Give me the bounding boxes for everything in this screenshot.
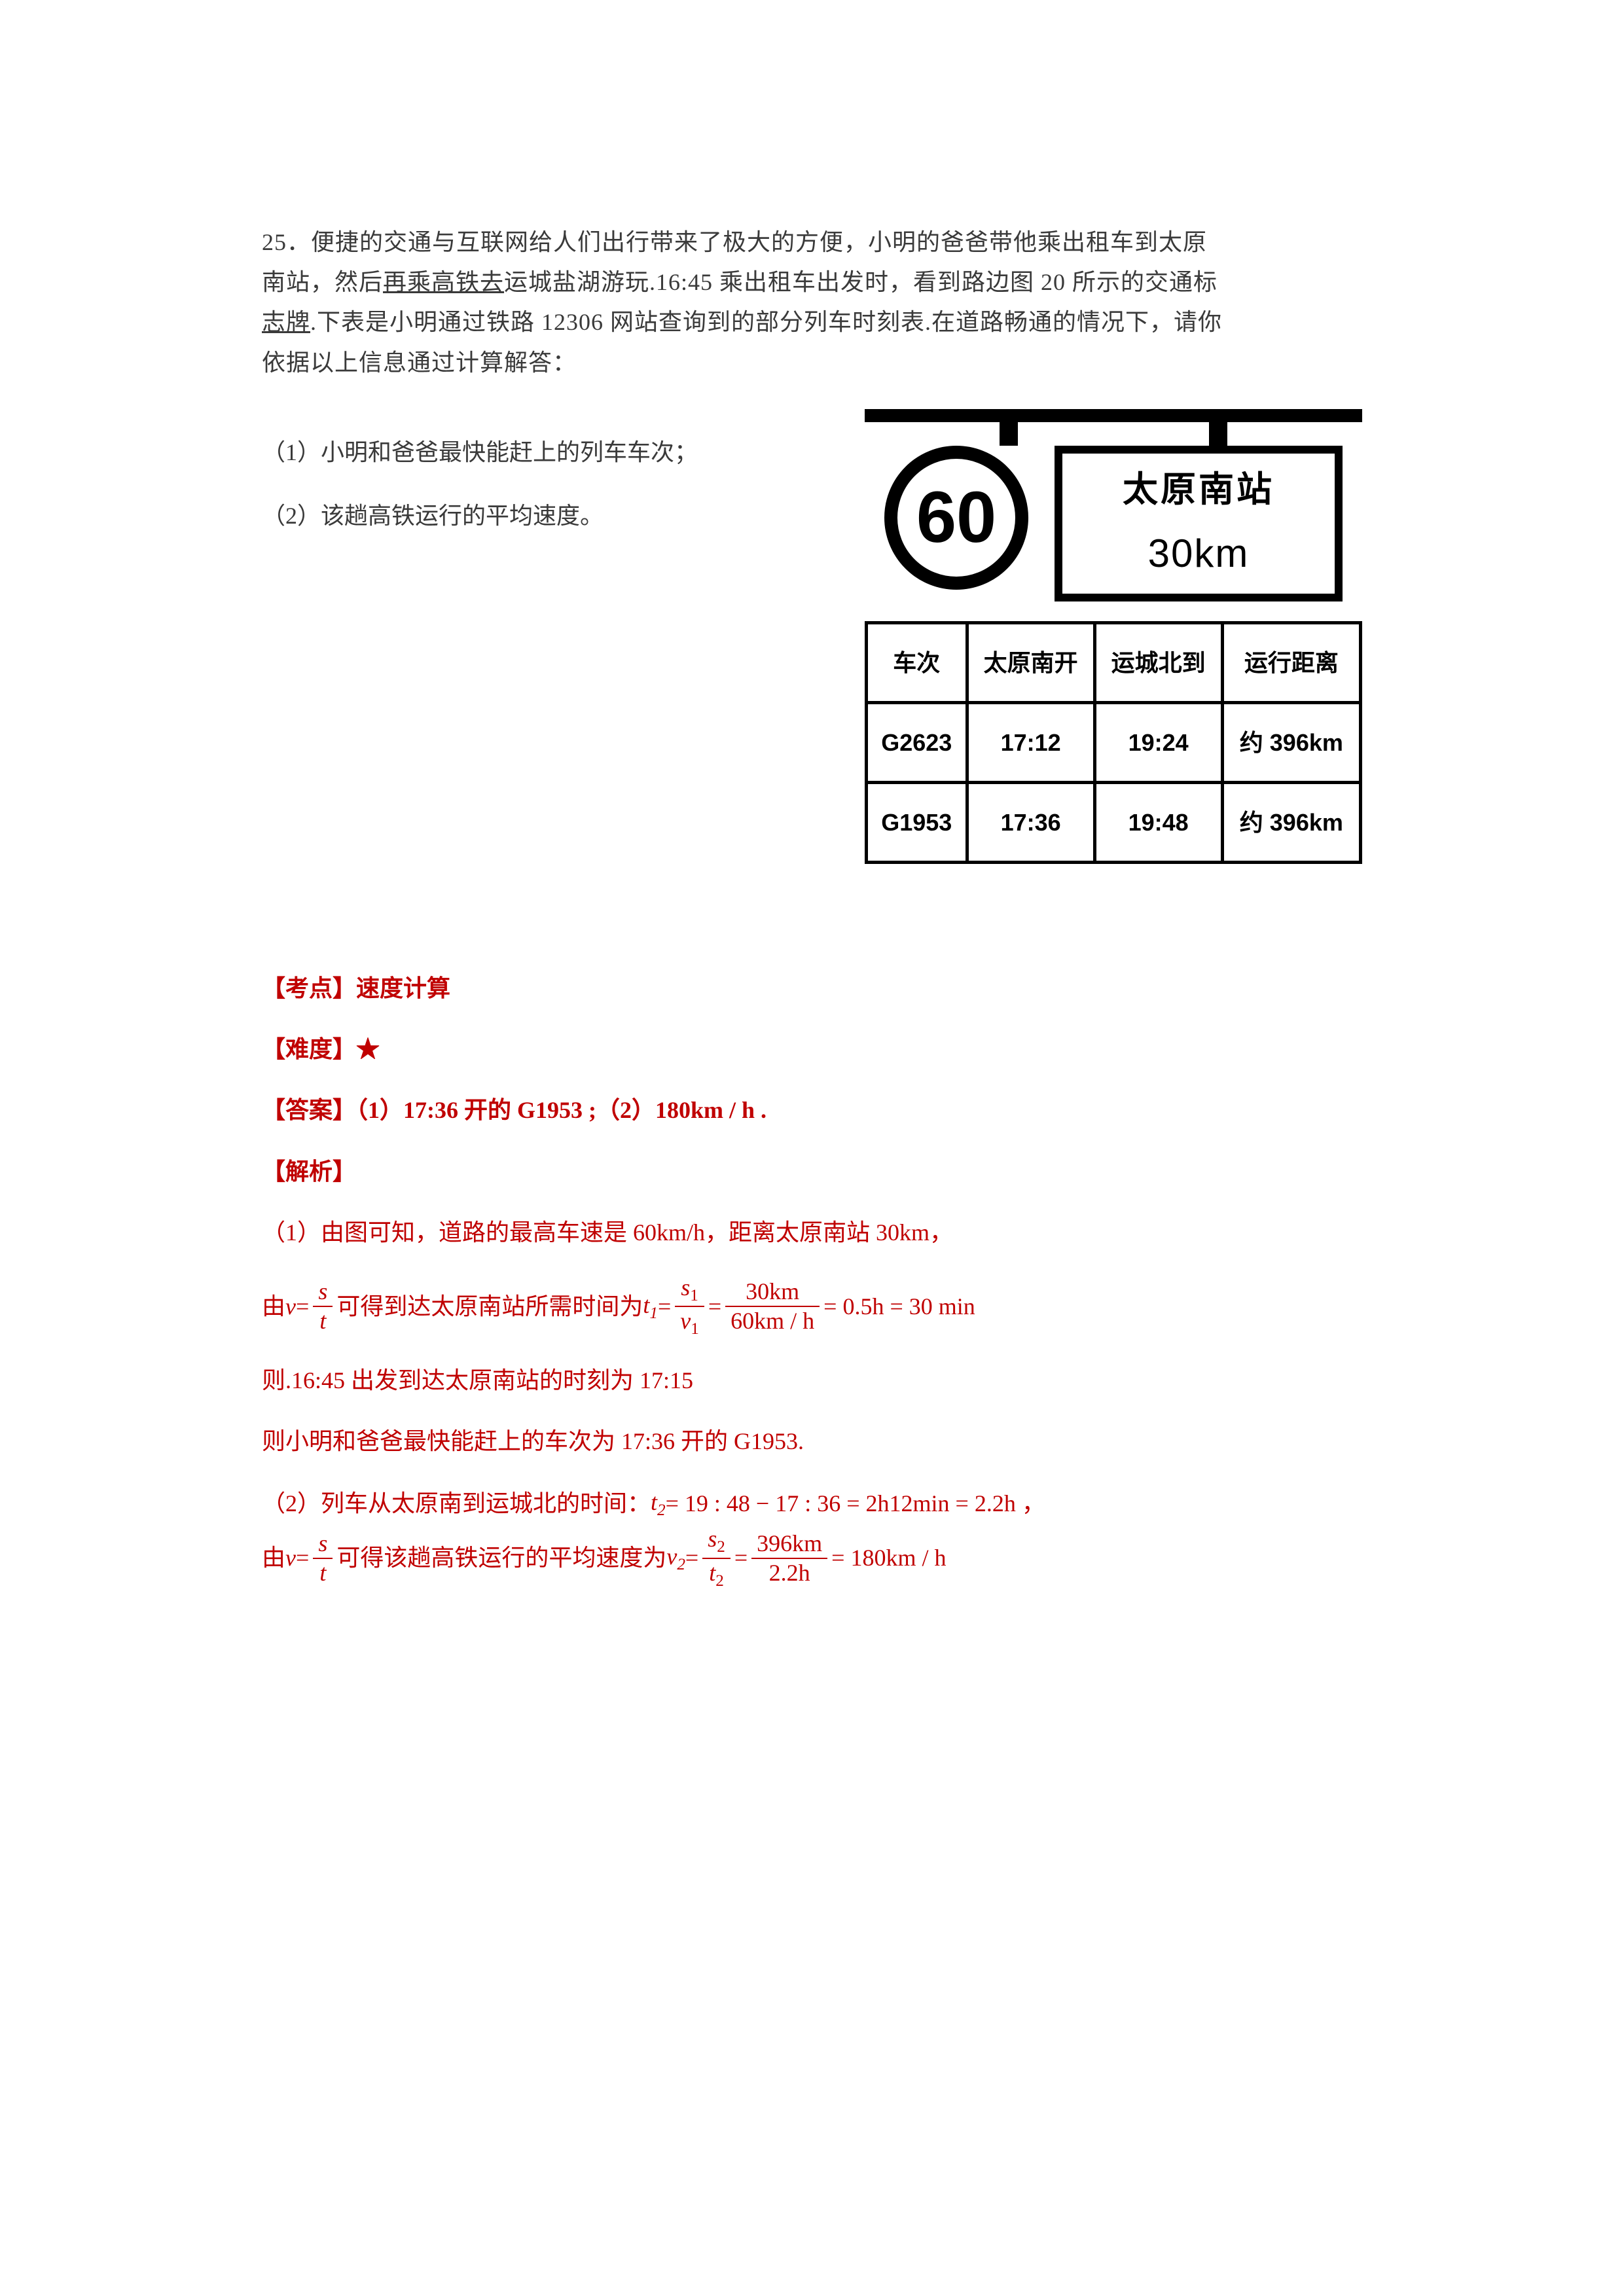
difficulty-line: 【难度】★ bbox=[262, 1030, 1362, 1069]
subquestion-1: （1）小明和爸爸最快能赶上的列车车次； bbox=[262, 433, 825, 473]
eq-sign: = bbox=[734, 1538, 748, 1578]
signs-row: 60 太原南站 30km bbox=[865, 446, 1362, 601]
table-header: 太原南开 bbox=[967, 622, 1094, 702]
table-cell: G2623 bbox=[867, 702, 967, 782]
table-row: G2623 17:12 19:24 约 396km bbox=[867, 702, 1361, 782]
frac-s-over-t: s t bbox=[313, 1530, 333, 1587]
frac-s-over-t: s t bbox=[313, 1278, 333, 1335]
answer-label: 【答案】 bbox=[262, 1097, 356, 1123]
frac-den: v1 bbox=[675, 1307, 704, 1339]
frac-num: 396km bbox=[751, 1530, 827, 1559]
question-block: 25．便捷的交通与互联网给人们出行带来了极大的方便，小明的爸爸带他乘出租车到太原… bbox=[262, 223, 1362, 383]
subquestions: （1）小明和爸爸最快能赶上的列车车次； （2）该趟高铁运行的平均速度。 bbox=[262, 409, 825, 864]
table-cell: 17:36 bbox=[967, 782, 1094, 862]
difficulty-label: 【难度】 bbox=[262, 1036, 356, 1062]
p2-mid: 可得到达太原南站所需时间为 bbox=[336, 1287, 643, 1327]
table-cell: 约 396km bbox=[1222, 782, 1360, 862]
difficulty-star: ★ bbox=[356, 1036, 380, 1062]
frac-den: t bbox=[313, 1559, 333, 1587]
question-line1: 便捷的交通与互联网给人们出行带来了极大的方便，小明的爸爸带他乘出租车到太原 bbox=[311, 229, 1207, 255]
topic-label: 【考点】 bbox=[262, 975, 356, 1001]
frac-num: s bbox=[313, 1278, 333, 1307]
frac-num: 30km bbox=[725, 1278, 820, 1307]
frac-den: 60km / h bbox=[725, 1307, 820, 1335]
frac-num: s bbox=[313, 1530, 333, 1559]
var-v: v bbox=[285, 1287, 296, 1327]
eq-sign: = bbox=[296, 1287, 309, 1327]
question-line3-pre: 志牌 bbox=[262, 309, 310, 335]
question-line2-pre: 南站，然后 bbox=[262, 269, 383, 295]
frac-30-over-60: 30km 60km / h bbox=[725, 1278, 820, 1335]
question-line3-post: .下表是小明通过铁路 12306 网站查询到的部分列车时刻表.在道路畅通的情况下… bbox=[310, 309, 1222, 335]
table-cell: 19:24 bbox=[1094, 702, 1222, 782]
table-cell: 19:48 bbox=[1094, 782, 1222, 862]
explain-p1: （1）由图可知，道路的最高车速是 60km/h，距离太原南站 30km， bbox=[262, 1213, 1362, 1253]
explain-p6: 由 v = s t 可得该趟高铁运行的平均速度为 v2 = s2 t2 = 39… bbox=[262, 1525, 1362, 1591]
p6-tail: = 180km / h bbox=[831, 1538, 946, 1578]
speed-limit-value: 60 bbox=[916, 456, 996, 579]
p2-tail: = 0.5h = 30 min bbox=[823, 1287, 975, 1327]
frac-396-over-2.2: 396km 2.2h bbox=[751, 1530, 827, 1587]
eq-sign: = bbox=[685, 1538, 698, 1578]
sign-bar bbox=[865, 409, 1362, 422]
explain-p5: （2）列车从太原南到运城北的时间： t2 = 19 : 48 − 17 : 36… bbox=[262, 1482, 1362, 1525]
answer-text: （1）17:36 开的 G1953 ;（2）180km / h . bbox=[356, 1097, 767, 1123]
question-line4: 依据以上信息通过计算解答： bbox=[262, 350, 577, 376]
var-v2: v2 bbox=[666, 1537, 685, 1579]
answer-line: 【答案】（1）17:36 开的 G1953 ;（2）180km / h . bbox=[262, 1090, 1362, 1130]
frac-den: t2 bbox=[702, 1559, 731, 1591]
destination-name: 太原南站 bbox=[1123, 460, 1274, 520]
p5-eq: = 19 : 48 − 17 : 36 = 2h12min = 2.2h ， bbox=[666, 1484, 1045, 1524]
destination-sign: 太原南站 30km bbox=[1055, 446, 1343, 601]
destination-distance: 30km bbox=[1148, 520, 1250, 587]
top-columns: （1）小明和爸爸最快能赶上的列车车次； （2）该趟高铁运行的平均速度。 60 太… bbox=[262, 409, 1362, 864]
topic-line: 【考点】速度计算 bbox=[262, 969, 1362, 1009]
explain-p3: 则.16:45 出发到达太原南站的时刻为 17:15 bbox=[262, 1361, 1362, 1401]
table-cell: 约 396km bbox=[1222, 702, 1360, 782]
table-header-row: 车次 太原南开 运城北到 运行距离 bbox=[867, 622, 1361, 702]
frac-num: s2 bbox=[702, 1525, 731, 1558]
table-cell: G1953 bbox=[867, 782, 967, 862]
table-header: 运城北到 bbox=[1094, 622, 1222, 702]
explain-p2: 由 v = s t 可得到达太原南站所需时间为 t1 = s1 v1 = 30k… bbox=[262, 1274, 1362, 1340]
var-t2: t2 bbox=[651, 1482, 666, 1525]
frac-den: t bbox=[313, 1307, 333, 1335]
page: 25．便捷的交通与互联网给人们出行带来了极大的方便，小明的爸爸带他乘出租车到太原… bbox=[0, 0, 1624, 2296]
topic-text: 速度计算 bbox=[356, 975, 450, 1001]
frac-s2-over-t2: s2 t2 bbox=[702, 1525, 731, 1591]
table-header: 车次 bbox=[867, 622, 967, 702]
explain-p4: 则小明和爸爸最快能赶上的车次为 17:36 开的 G1953. bbox=[262, 1422, 1362, 1462]
frac-s1-over-v1: s1 v1 bbox=[675, 1274, 704, 1340]
sign-hangers bbox=[865, 422, 1362, 446]
eq-sign: = bbox=[296, 1538, 309, 1578]
train-timetable: 车次 太原南开 运城北到 运行距离 G2623 17:12 19:24 约 39… bbox=[865, 621, 1362, 865]
frac-num: s1 bbox=[675, 1274, 704, 1307]
question-line2-underline: 再乘高铁去 bbox=[383, 269, 504, 295]
hanger-left bbox=[1000, 422, 1018, 446]
road-sign: 60 太原南站 30km bbox=[865, 409, 1362, 601]
var-v: v bbox=[285, 1538, 296, 1578]
right-column: 60 太原南站 30km 车次 太原南开 运城北到 运行距离 G2623 bbox=[865, 409, 1362, 864]
p6-mid: 可得该趟高铁运行的平均速度为 bbox=[336, 1538, 666, 1578]
question-line2-post: 运城盐湖游玩.16:45 乘出租车出发时，看到路边图 20 所示的交通标 bbox=[504, 269, 1218, 295]
question-paragraph: 25．便捷的交通与互联网给人们出行带来了极大的方便，小明的爸爸带他乘出租车到太原… bbox=[262, 223, 1362, 383]
table-cell: 17:12 bbox=[967, 702, 1094, 782]
p2-prefix: 由 bbox=[262, 1287, 285, 1327]
table-row: G1953 17:36 19:48 约 396km bbox=[867, 782, 1361, 862]
var-t1: t1 bbox=[643, 1285, 658, 1328]
table-header: 运行距离 bbox=[1222, 622, 1360, 702]
hanger-right bbox=[1209, 422, 1227, 446]
eq-sign: = bbox=[658, 1287, 671, 1327]
eq-sign: = bbox=[708, 1287, 721, 1327]
explain-label: 【解析】 bbox=[262, 1152, 1362, 1192]
frac-den: 2.2h bbox=[751, 1559, 827, 1587]
subquestion-2: （2）该趟高铁运行的平均速度。 bbox=[262, 496, 825, 536]
speed-limit-sign: 60 bbox=[884, 446, 1028, 590]
p6-prefix: 由 bbox=[262, 1538, 285, 1578]
answer-section: 【考点】速度计算 【难度】★ 【答案】（1）17:36 开的 G1953 ;（2… bbox=[262, 969, 1362, 1591]
p5-prefix: （2）列车从太原南到运城北的时间： bbox=[262, 1484, 651, 1524]
question-number: 25． bbox=[262, 229, 311, 255]
